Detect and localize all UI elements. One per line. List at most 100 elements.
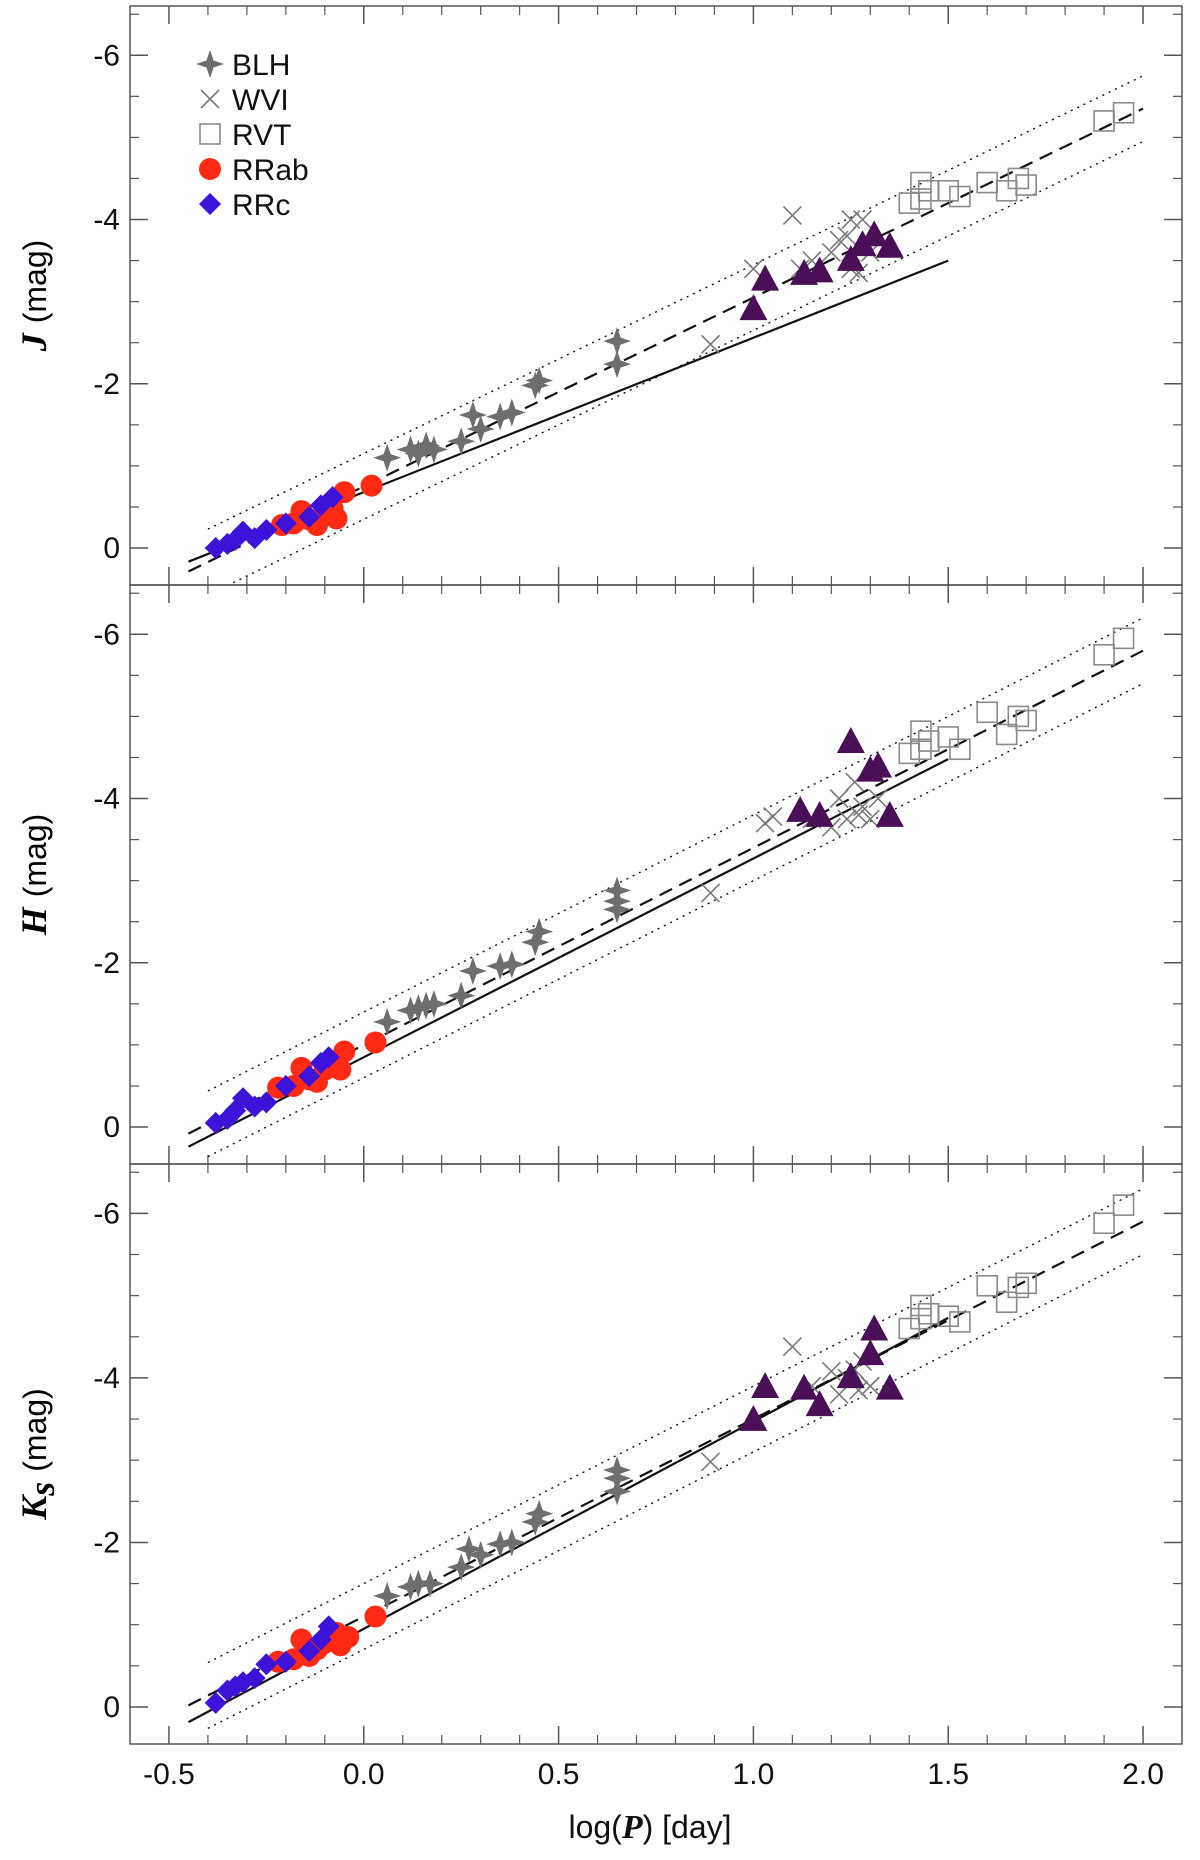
point-rrc bbox=[317, 1615, 340, 1638]
point-blh bbox=[396, 435, 425, 464]
point-blh bbox=[404, 439, 433, 468]
point-wvi bbox=[829, 1384, 849, 1404]
point-rvt bbox=[995, 723, 1018, 746]
point-rvt bbox=[937, 1305, 960, 1327]
point-rvt bbox=[1007, 705, 1030, 728]
point-blh bbox=[521, 1507, 550, 1536]
point-rvt bbox=[995, 179, 1018, 202]
y-tick-label: -2 bbox=[93, 1526, 120, 1559]
x-tick-label: 0.0 bbox=[343, 1758, 385, 1791]
point-rrc bbox=[274, 1074, 297, 1097]
point-rvt bbox=[910, 188, 932, 210]
panel-h: 0 -2 -4 -6 H (mag) bbox=[14, 584, 1183, 1165]
y-tick-label: -6 bbox=[93, 618, 120, 651]
point-rrc bbox=[274, 1650, 297, 1673]
point-blh bbox=[458, 957, 487, 985]
point-rrab bbox=[364, 1031, 387, 1054]
legend-label-wvi: WVI bbox=[232, 84, 289, 117]
y-axis-label-variable: H bbox=[14, 906, 54, 936]
y-tick-label: -4 bbox=[93, 783, 120, 816]
point-triangles bbox=[875, 800, 904, 827]
point-rvt bbox=[1015, 174, 1037, 196]
x-axis-label-variable: P bbox=[621, 1809, 643, 1846]
y-axis-label-subscript: s bbox=[22, 1482, 62, 1497]
point-blh bbox=[404, 993, 433, 1022]
y-axis-label-variable: J bbox=[14, 332, 54, 352]
point-blh bbox=[525, 366, 554, 395]
point-blh bbox=[486, 952, 515, 981]
point-rvt bbox=[910, 1307, 932, 1330]
y-tick-label: -6 bbox=[93, 39, 120, 72]
legend-label-rrc: RRc bbox=[232, 189, 290, 222]
point-rvt bbox=[898, 192, 921, 214]
point-rvt bbox=[995, 1291, 1018, 1314]
y-axis-label: Ks (mag) bbox=[14, 1388, 62, 1521]
point-rrc bbox=[255, 1091, 278, 1114]
y-tick-label: -6 bbox=[93, 1197, 120, 1230]
point-wvi bbox=[860, 1376, 880, 1396]
point-rvt bbox=[910, 1294, 932, 1317]
point-blh bbox=[521, 928, 550, 957]
data-points bbox=[204, 101, 1135, 560]
y-tick-label: -2 bbox=[93, 368, 120, 401]
legend-label-blh: BLH bbox=[232, 49, 290, 82]
panels-layer: 0 -2 -4 -6 J (mag) 0 -2 -4 -6 H (mag) 0 -2 -4 -6 Ks (mag)… bbox=[14, 5, 1183, 1791]
point-wvi bbox=[763, 807, 783, 827]
point-rvt bbox=[1093, 1212, 1115, 1235]
point-triangles bbox=[875, 231, 904, 258]
point-triangles bbox=[864, 751, 893, 778]
data-points bbox=[204, 1194, 1135, 1714]
point-blh bbox=[486, 1530, 515, 1559]
x-axis-label: log(P) [day] bbox=[568, 1809, 731, 1846]
point-blh bbox=[373, 443, 402, 472]
point-triangles bbox=[860, 1314, 889, 1341]
point-wvi bbox=[700, 883, 721, 903]
point-triangles bbox=[790, 1373, 819, 1400]
y-axis-label: H (mag) bbox=[14, 814, 54, 937]
fit-dotted-lower-line bbox=[207, 682, 1144, 1158]
panel-frame bbox=[129, 1163, 1183, 1745]
point-wvi bbox=[868, 788, 888, 809]
point-triangles bbox=[805, 1390, 834, 1417]
point-triangles bbox=[739, 294, 768, 321]
point-rvt bbox=[976, 171, 998, 194]
point-wvi bbox=[829, 788, 849, 809]
point-triangles bbox=[836, 244, 865, 271]
x-tick-label: 0.5 bbox=[538, 1758, 580, 1791]
point-blh bbox=[419, 989, 448, 1018]
point-wvi bbox=[782, 1337, 802, 1357]
legend-marker-wvi bbox=[200, 89, 220, 109]
legend-marker-rrab bbox=[199, 158, 221, 180]
point-triangles bbox=[751, 264, 780, 291]
point-rrc bbox=[298, 505, 321, 528]
y-axis-label-unit: (mag) bbox=[17, 1388, 53, 1472]
x-tick-label: 1.5 bbox=[927, 1758, 969, 1791]
point-triangles bbox=[786, 796, 815, 822]
point-blh bbox=[525, 917, 554, 946]
point-blh bbox=[497, 950, 526, 979]
point-wvi bbox=[821, 1361, 841, 1381]
y-tick-label: -4 bbox=[93, 1362, 120, 1395]
point-rvt bbox=[949, 738, 971, 761]
y-axis-label-unit: (mag) bbox=[17, 814, 53, 898]
point-blh bbox=[603, 1464, 632, 1493]
point-triangles bbox=[836, 727, 865, 753]
point-rvt bbox=[1093, 644, 1115, 666]
point-wvi bbox=[821, 242, 841, 262]
x-tick-label: 2.0 bbox=[1122, 1758, 1164, 1791]
point-triangles bbox=[751, 1372, 780, 1399]
point-triangles bbox=[739, 1405, 768, 1431]
point-wvi bbox=[837, 226, 857, 246]
point-rrc bbox=[255, 518, 278, 541]
panel-j: 0 -2 -4 -6 J (mag) bbox=[14, 5, 1183, 586]
y-axis-label-variable: K bbox=[14, 1493, 54, 1521]
point-blh bbox=[419, 435, 448, 464]
point-rvt bbox=[1112, 1194, 1135, 1216]
point-blh bbox=[447, 1553, 476, 1582]
fit-dashed-line bbox=[187, 1220, 1144, 1707]
point-rvt bbox=[1112, 627, 1135, 650]
point-rrc bbox=[204, 1691, 227, 1714]
point-wvi bbox=[837, 809, 857, 829]
